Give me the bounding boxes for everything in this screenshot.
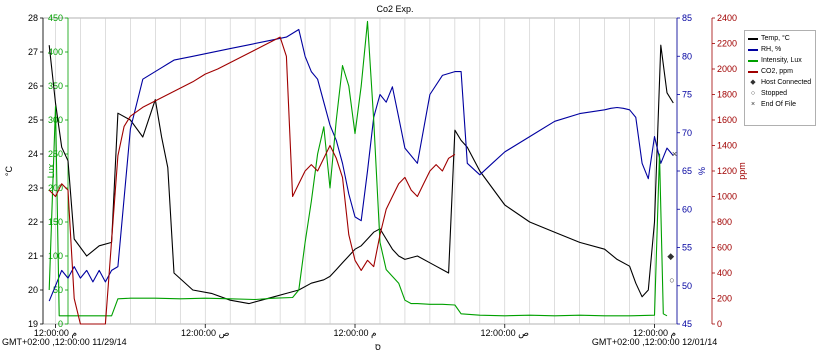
legend-label: Temp, °C xyxy=(761,35,790,42)
y-tick-label-temp: 22 xyxy=(28,217,38,227)
x-tick-label: 12:00:00 ص xyxy=(181,328,230,339)
y-tick-label-rh: 75 xyxy=(682,90,692,100)
y-axis-label-rh: % xyxy=(697,167,707,175)
legend-label: Intensity, Lux xyxy=(761,57,802,64)
legend-item-marker-2: × End Of File xyxy=(748,100,796,109)
marker-1: ○ xyxy=(669,275,674,285)
series-lines xyxy=(48,20,674,325)
y-tick-label-lux: 0 xyxy=(58,319,63,329)
y-tick-label-temp: 24 xyxy=(28,149,38,159)
legend-label: Stopped xyxy=(761,90,788,97)
x-axis-label: ס xyxy=(375,342,381,352)
legend-symbol: × xyxy=(750,101,756,108)
legend-label: End Of File xyxy=(761,101,797,108)
marker-0: ◆ xyxy=(667,251,674,261)
y-tick-label-temp: 23 xyxy=(28,183,38,193)
legend-label: Host Connected xyxy=(761,79,812,86)
y-tick-label-lux: 350 xyxy=(48,81,63,91)
x-tick-label: GMT+02:00 ,12:00:00 11/29/14 xyxy=(2,337,127,347)
x-tick-label: GMT+02:00 ,12:00:00 12/01/14 xyxy=(592,337,717,347)
y-tick-label-co2: 2000 xyxy=(717,64,737,74)
series-temp xyxy=(48,44,674,305)
y-tick-label-lux: 100 xyxy=(48,251,63,261)
legend-swatch xyxy=(748,70,758,73)
y-tick-label-co2: 1600 xyxy=(717,115,737,125)
y-tick-label-rh: 60 xyxy=(682,204,692,214)
series-rh xyxy=(48,28,674,302)
y-tick-label-rh: 80 xyxy=(682,51,692,61)
y-tick-label-temp: 27 xyxy=(28,47,38,57)
series-lux xyxy=(48,20,668,317)
x-tick-label: 12:00:00 ص xyxy=(481,328,530,339)
legend-label: CO2, ppm xyxy=(761,68,793,75)
y-tick-label-co2: 200 xyxy=(717,294,732,304)
legend-swatch xyxy=(748,59,758,62)
y-tick-label-rh: 45 xyxy=(682,319,692,329)
y-tick-label-temp: 19 xyxy=(28,319,38,329)
legend-item-marker-1: ○ Stopped xyxy=(748,89,787,98)
legend-item-rh: RH, % xyxy=(748,45,781,54)
legend-item-co2: CO2, ppm xyxy=(748,67,793,76)
y-tick-label-rh: 85 xyxy=(682,13,692,23)
legend-swatch xyxy=(748,37,758,40)
y-tick-label-co2: 1000 xyxy=(717,192,737,202)
y-tick-label-temp: 26 xyxy=(28,81,38,91)
y-tick-label-lux: 150 xyxy=(48,217,63,227)
y-tick-label-co2: 1200 xyxy=(717,166,737,176)
legend-label: RH, % xyxy=(761,46,782,53)
legend-symbol: ◆ xyxy=(750,79,756,86)
grid xyxy=(42,17,678,325)
legend-swatch xyxy=(748,48,758,51)
event-markers: ◆ ○ × xyxy=(667,149,677,285)
legend: Temp, °C RH, % Intensity, Lux CO2, ppm ◆ Host… xyxy=(744,30,816,126)
chart-title: Co2 Exp. xyxy=(376,4,413,14)
y-axis-label-lux: Lux xyxy=(46,163,56,178)
axes: 19202122232425262728°C050100150200250300… xyxy=(2,13,747,347)
y-tick-label-co2: 600 xyxy=(717,243,732,253)
y-tick-label-co2: 1800 xyxy=(717,90,737,100)
y-tick-label-lux: 450 xyxy=(48,13,63,23)
y-tick-label-rh: 65 xyxy=(682,166,692,176)
y-tick-label-lux: 250 xyxy=(48,149,63,159)
x-tick-label: 12:00:00 م xyxy=(333,328,376,339)
y-tick-label-rh: 70 xyxy=(682,128,692,138)
y-tick-label-co2: 400 xyxy=(717,268,732,278)
y-tick-label-rh: 50 xyxy=(682,281,692,291)
y-tick-label-co2: 800 xyxy=(717,217,732,227)
y-tick-label-temp: 28 xyxy=(28,13,38,23)
y-axis-label-temp: °C xyxy=(4,165,14,176)
y-tick-label-co2: 0 xyxy=(717,319,722,329)
legend-item-temp: Temp, °C xyxy=(748,34,790,43)
legend-symbol: ○ xyxy=(750,90,756,97)
legend-item-marker-0: ◆ Host Connected xyxy=(748,78,811,87)
plot-frame xyxy=(42,17,678,325)
y-tick-label-temp: 25 xyxy=(28,115,38,125)
y-tick-label-lux: 400 xyxy=(48,47,63,57)
y-tick-label-co2: 2200 xyxy=(717,39,737,49)
y-tick-label-co2: 1400 xyxy=(717,141,737,151)
y-tick-label-lux: 200 xyxy=(48,183,63,193)
series-co2 xyxy=(48,36,456,325)
y-tick-label-temp: 21 xyxy=(28,251,38,261)
marker-2: × xyxy=(672,149,677,159)
y-tick-label-lux: 50 xyxy=(53,285,63,295)
x-tick-label: 12:00:00 م xyxy=(34,328,77,339)
x-tick-label: 12:00:00 م xyxy=(633,328,676,339)
legend-item-lux: Intensity, Lux xyxy=(748,56,802,65)
y-tick-label-temp: 20 xyxy=(28,285,38,295)
y-tick-label-co2: 2400 xyxy=(717,13,737,23)
y-tick-label-rh: 55 xyxy=(682,243,692,253)
y-axis-label-co2: ppm xyxy=(737,162,747,180)
